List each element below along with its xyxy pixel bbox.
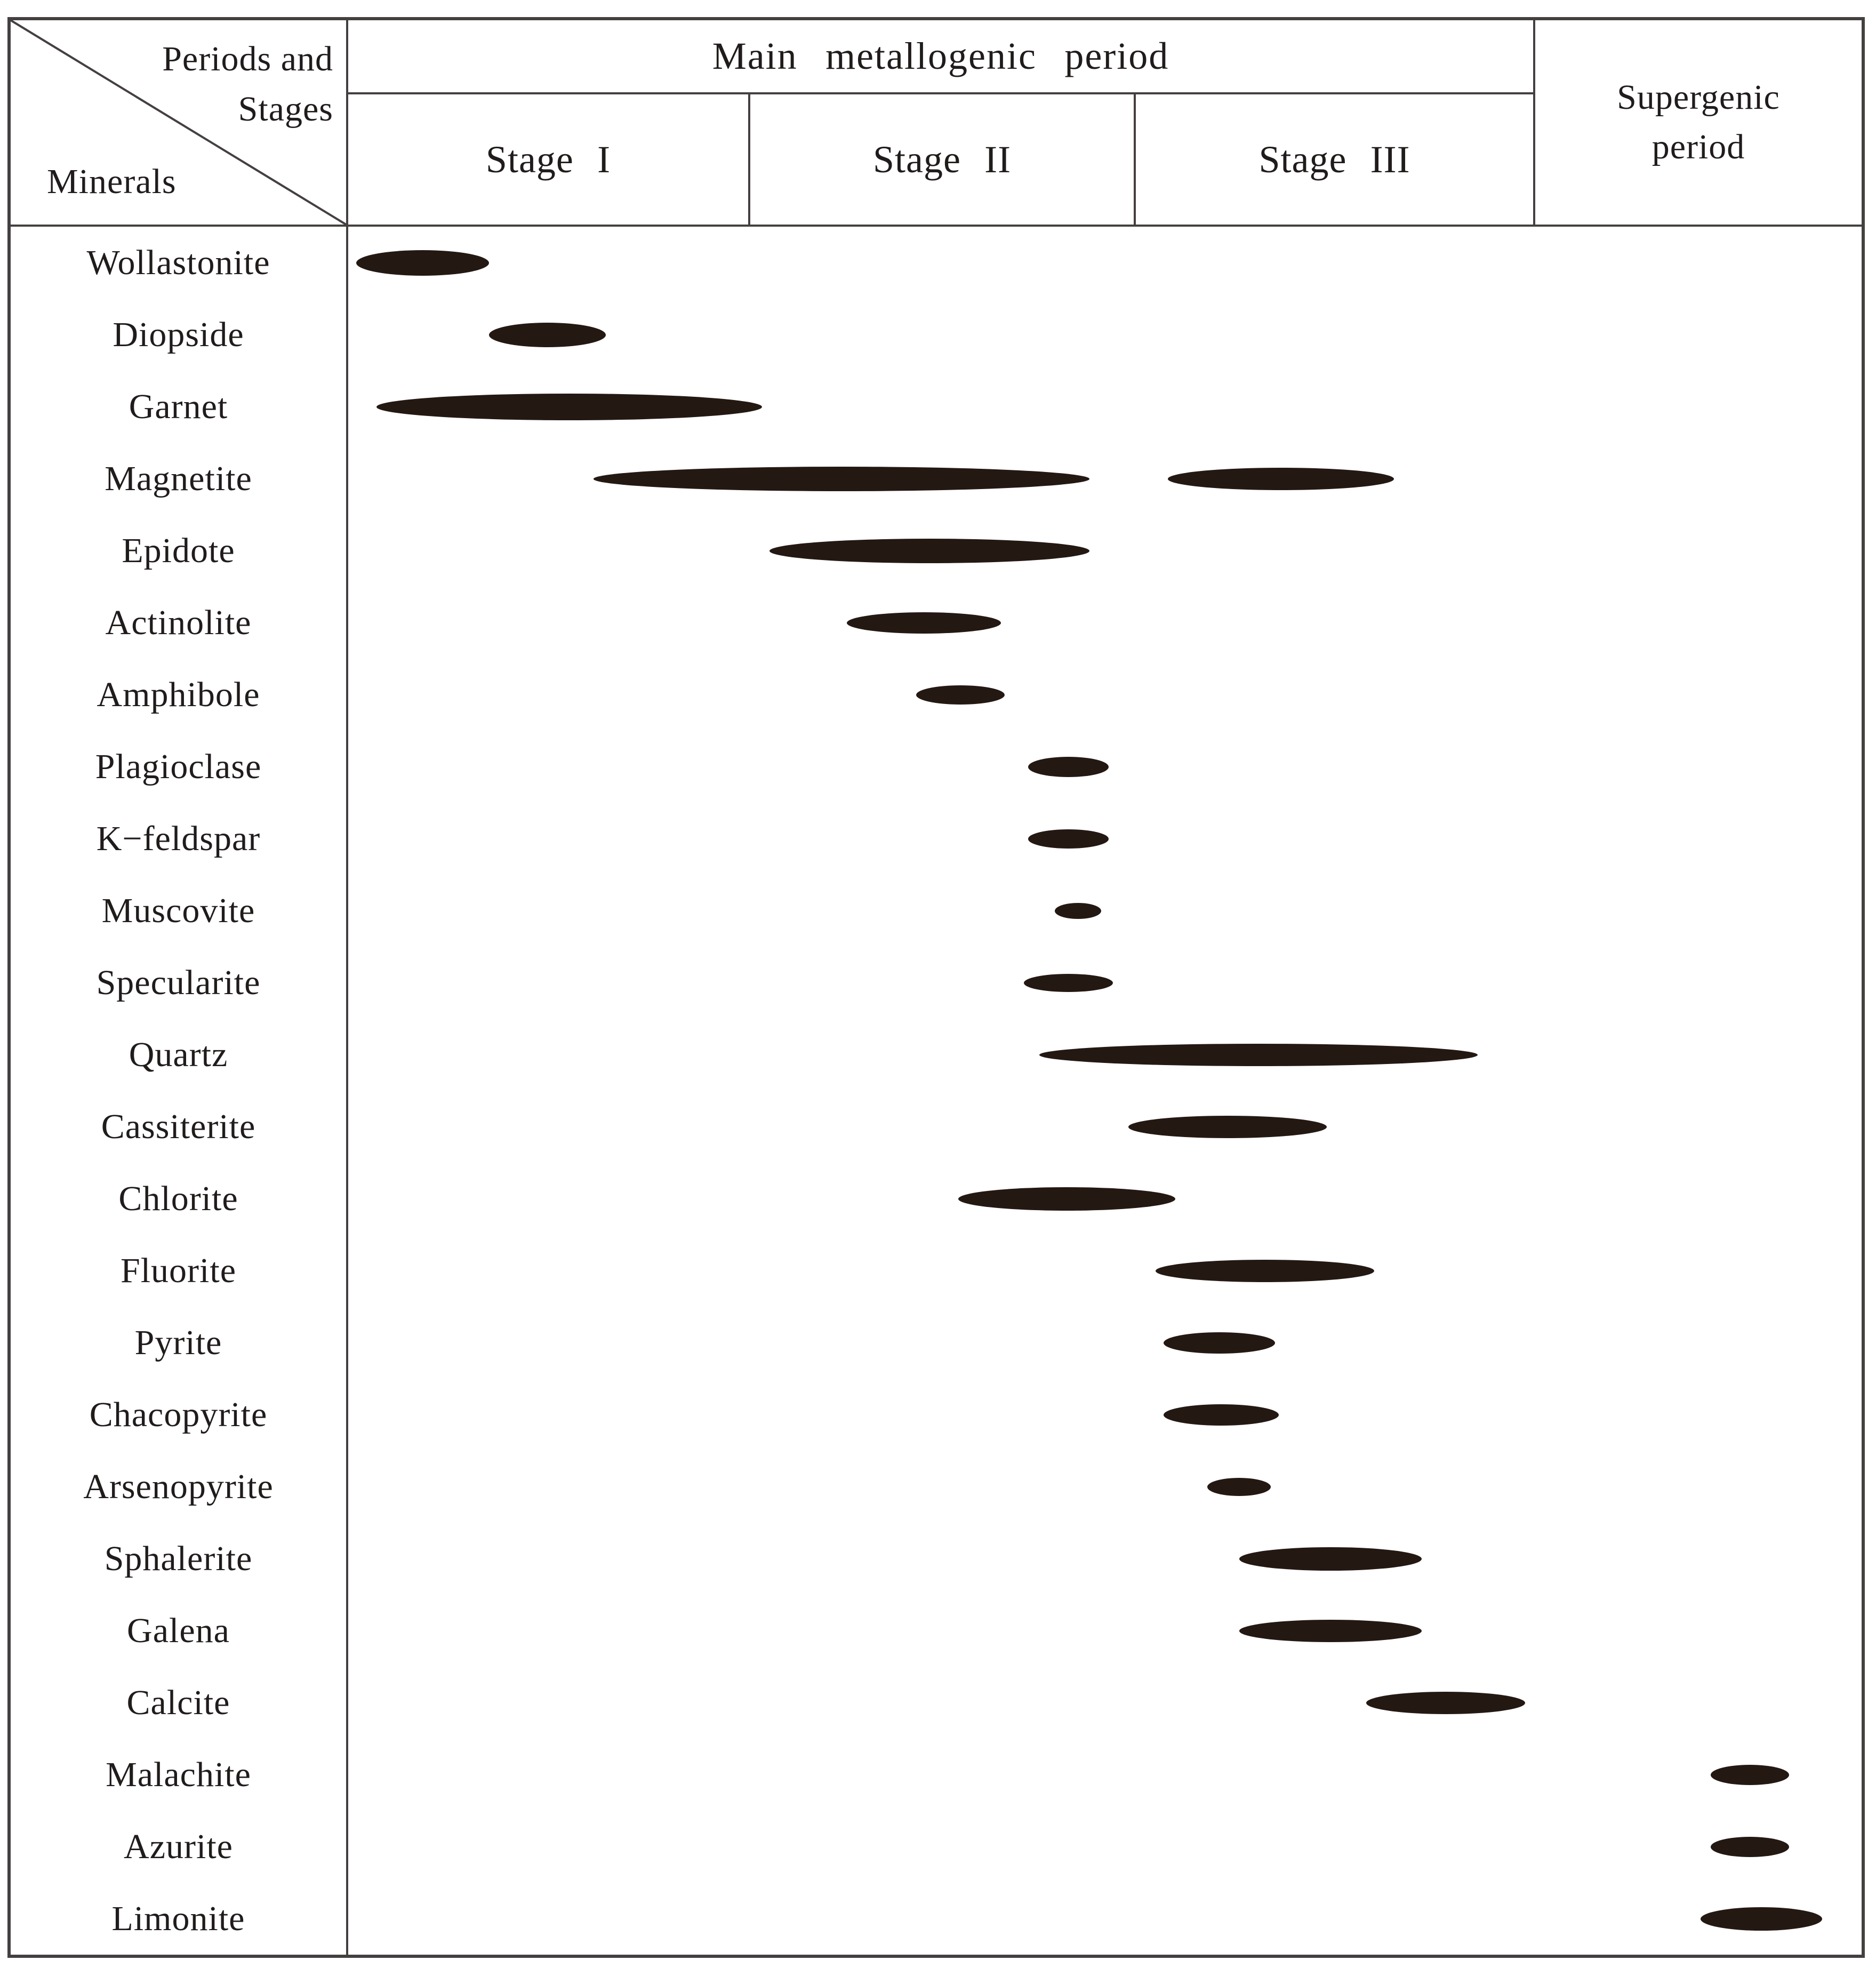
mineral-row — [348, 1019, 1862, 1091]
main-metallogenic-period-header: Main metallogenic period — [348, 20, 1533, 94]
paragenesis-bar — [1239, 1547, 1422, 1571]
paragenesis-bar — [1167, 467, 1394, 490]
mineral-row — [348, 803, 1862, 875]
mineral-label: Malachite — [106, 1755, 251, 1794]
mineral-label: Chacopyrite — [89, 1395, 268, 1434]
mineral-label: Azurite — [124, 1827, 233, 1866]
stage-3-header: Stage III — [1136, 94, 1533, 227]
paragenesis-plot-area — [348, 227, 1862, 1955]
paragenesis-bar — [1024, 973, 1113, 992]
paragenesis-bar — [1207, 1477, 1271, 1496]
mineral-row — [348, 1667, 1862, 1739]
mineral-row — [348, 1379, 1862, 1451]
mineral-label: Quartz — [129, 1035, 228, 1074]
paragenesis-bar — [916, 685, 1005, 705]
mineral-row — [348, 947, 1862, 1019]
paragenesis-bar — [593, 466, 1090, 491]
mineral-row — [348, 1163, 1862, 1235]
mineral-label: Calcite — [126, 1683, 230, 1722]
paragenesis-bar — [1710, 1836, 1790, 1857]
mineral-label: K−feldspar — [96, 819, 261, 858]
mineral-row — [348, 1739, 1862, 1811]
mineral-row — [348, 1235, 1862, 1307]
corner-axis-label-periods: Periods and Stages — [162, 34, 333, 134]
mineral-row — [348, 1523, 1862, 1595]
mineral-label: Fluorite — [121, 1251, 236, 1290]
stage-2-header: Stage II — [750, 94, 1136, 227]
paragenesis-bar — [1710, 1764, 1790, 1785]
paragenesis-bar — [1156, 1259, 1374, 1282]
paragenesis-bar — [1128, 1115, 1327, 1138]
mineral-label: Pyrite — [134, 1323, 222, 1362]
paragenesis-bar — [1164, 1332, 1275, 1354]
mineral-row — [348, 515, 1862, 587]
paragenesis-bar — [1164, 1404, 1279, 1426]
mineral-label: Magnetite — [105, 459, 252, 498]
mineral-row — [348, 587, 1862, 659]
mineral-label: Cassiterite — [101, 1107, 256, 1146]
mineral-row — [348, 1595, 1862, 1667]
paragenesis-bar — [1028, 756, 1109, 777]
mineral-label: Muscovite — [101, 891, 255, 930]
mineral-row — [348, 443, 1862, 515]
mineral-label: Galena — [127, 1611, 230, 1650]
mineral-row — [348, 1811, 1862, 1883]
diagonal-divider-line — [11, 20, 346, 225]
mineral-row — [348, 1451, 1862, 1523]
mineral-label: Amphibole — [97, 675, 260, 714]
paragenesis-bar — [1039, 1043, 1478, 1066]
paragenesis-bar — [1055, 902, 1101, 919]
mineral-row — [348, 227, 1862, 299]
mineral-labels-column: Wollastonite Diopside Garnet Magnetite Epido… — [11, 227, 348, 1955]
paragenesis-bar — [1701, 1907, 1823, 1931]
mineral-label: Limonite — [111, 1899, 245, 1938]
mineral-row — [348, 731, 1862, 803]
paragenesis-table: Periods and Stages Minerals Main metallo… — [7, 17, 1865, 1958]
supergenic-period-header: Supergenic period — [1533, 20, 1862, 227]
mineral-row — [348, 1091, 1862, 1163]
mineral-label: Diopside — [113, 315, 244, 354]
mineral-label: Garnet — [129, 387, 228, 426]
paragenesis-bar — [958, 1187, 1176, 1211]
mineral-label: Epidote — [122, 531, 235, 570]
mineral-label: Specularite — [96, 963, 261, 1002]
mineral-label: Actinolite — [105, 603, 252, 642]
corner-axis-label-line2: Stages — [238, 89, 333, 129]
mineral-row — [348, 875, 1862, 947]
paragenesis-bar — [1366, 1691, 1526, 1714]
mineral-row — [348, 1883, 1862, 1955]
paragenesis-bar — [488, 322, 606, 347]
mineral-label: Chlorite — [118, 1179, 238, 1218]
paragenesis-bar — [376, 393, 762, 420]
mineral-label: Plagioclase — [95, 747, 262, 786]
paragenesis-bar — [846, 612, 1001, 634]
mineral-label: Sphalerite — [104, 1539, 253, 1578]
mineral-row — [348, 1307, 1862, 1379]
mineral-row — [348, 299, 1862, 371]
mineral-row — [348, 371, 1862, 443]
supergenic-line1: Supergenic — [1617, 78, 1780, 117]
stage-1-header: Stage I — [348, 94, 750, 227]
paragenesis-bar — [1239, 1619, 1422, 1642]
mineral-label: Wollastonite — [86, 243, 270, 282]
corner-axis-label-line1: Periods and — [162, 39, 333, 78]
corner-cell: Periods and Stages Minerals — [11, 20, 348, 227]
paragenesis-bar — [769, 538, 1090, 563]
mineral-row — [348, 659, 1862, 731]
corner-axis-label-minerals: Minerals — [47, 162, 177, 201]
supergenic-line2: period — [1651, 127, 1745, 166]
paragenesis-bar — [1028, 829, 1109, 849]
paragenesis-bar — [356, 250, 489, 276]
mineral-label: Arsenopyrite — [83, 1467, 274, 1506]
